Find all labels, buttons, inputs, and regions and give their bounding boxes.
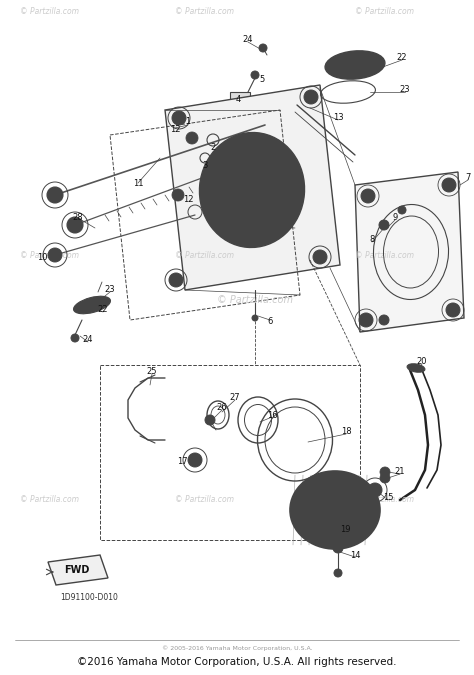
Text: 11: 11 xyxy=(133,178,143,188)
Ellipse shape xyxy=(73,296,110,314)
Circle shape xyxy=(359,313,373,327)
Polygon shape xyxy=(165,85,340,290)
Circle shape xyxy=(251,71,259,79)
Text: 12: 12 xyxy=(170,126,180,134)
Text: 18: 18 xyxy=(341,427,351,437)
Circle shape xyxy=(252,315,258,321)
Circle shape xyxy=(259,44,267,52)
Circle shape xyxy=(71,334,79,342)
Text: © Partzilla.com: © Partzilla.com xyxy=(355,7,414,16)
Circle shape xyxy=(67,217,83,233)
Circle shape xyxy=(172,189,184,201)
Text: 16: 16 xyxy=(267,410,277,419)
Text: 19: 19 xyxy=(340,526,350,535)
Circle shape xyxy=(186,132,198,144)
Text: © 2005-2016 Yamaha Motor Corporation, U.S.A.: © 2005-2016 Yamaha Motor Corporation, U.… xyxy=(162,645,312,651)
Text: © Partzilla.com: © Partzilla.com xyxy=(355,495,414,504)
Circle shape xyxy=(446,303,460,317)
Text: 25: 25 xyxy=(147,367,157,377)
Circle shape xyxy=(205,415,215,425)
Text: © Partzilla.com: © Partzilla.com xyxy=(20,250,79,259)
Text: © Partzilla.com: © Partzilla.com xyxy=(355,250,414,259)
Circle shape xyxy=(333,543,343,553)
Text: 23: 23 xyxy=(400,86,410,94)
Circle shape xyxy=(379,220,389,230)
Circle shape xyxy=(368,483,382,497)
Text: 27: 27 xyxy=(230,394,240,402)
Text: © Partzilla.com: © Partzilla.com xyxy=(217,295,293,305)
Text: 7: 7 xyxy=(465,173,471,182)
Text: ©2016 Yamaha Motor Corporation, U.S.A. All rights reserved.: ©2016 Yamaha Motor Corporation, U.S.A. A… xyxy=(77,657,397,667)
Circle shape xyxy=(380,473,390,483)
Text: 6: 6 xyxy=(267,317,273,327)
Polygon shape xyxy=(355,172,464,332)
Polygon shape xyxy=(48,555,108,585)
Circle shape xyxy=(188,453,202,467)
Text: 22: 22 xyxy=(98,306,108,315)
Ellipse shape xyxy=(325,51,385,79)
Text: 2: 2 xyxy=(210,144,216,153)
Circle shape xyxy=(304,90,318,104)
Text: 1: 1 xyxy=(185,117,191,126)
Ellipse shape xyxy=(407,364,425,372)
Circle shape xyxy=(380,467,390,477)
Text: 24: 24 xyxy=(83,335,93,344)
Circle shape xyxy=(47,187,63,203)
Circle shape xyxy=(169,273,183,287)
Text: 17: 17 xyxy=(177,458,187,466)
Text: 1D91100-D010: 1D91100-D010 xyxy=(60,593,118,603)
Text: 5: 5 xyxy=(259,76,264,84)
Text: 13: 13 xyxy=(333,113,343,122)
Text: 21: 21 xyxy=(395,468,405,477)
Ellipse shape xyxy=(200,132,304,248)
Circle shape xyxy=(442,178,456,192)
Circle shape xyxy=(313,250,327,264)
Text: 20: 20 xyxy=(417,358,427,367)
Text: 10: 10 xyxy=(37,254,47,263)
Ellipse shape xyxy=(290,471,380,549)
Text: 14: 14 xyxy=(350,551,360,560)
Circle shape xyxy=(361,189,375,203)
Text: 22: 22 xyxy=(397,53,407,63)
Text: 15: 15 xyxy=(383,493,393,502)
Text: © Partzilla.com: © Partzilla.com xyxy=(20,495,79,504)
Circle shape xyxy=(398,206,406,214)
Text: 3: 3 xyxy=(202,161,208,169)
FancyBboxPatch shape xyxy=(230,92,250,122)
Text: © Partzilla.com: © Partzilla.com xyxy=(175,7,234,16)
Text: 12: 12 xyxy=(183,196,193,205)
Circle shape xyxy=(48,248,62,262)
Text: © Partzilla.com: © Partzilla.com xyxy=(175,495,234,504)
Text: 8: 8 xyxy=(369,236,374,244)
Text: © Partzilla.com: © Partzilla.com xyxy=(175,250,234,259)
Text: 24: 24 xyxy=(243,36,253,45)
Text: 26: 26 xyxy=(217,404,228,412)
Text: © Partzilla.com: © Partzilla.com xyxy=(20,7,79,16)
Circle shape xyxy=(334,569,342,577)
Text: FWD: FWD xyxy=(64,565,90,575)
Text: 9: 9 xyxy=(392,213,398,223)
Circle shape xyxy=(172,111,186,125)
Text: 28: 28 xyxy=(73,213,83,223)
Circle shape xyxy=(379,315,389,325)
Text: 23: 23 xyxy=(105,286,115,294)
Text: 4: 4 xyxy=(236,95,241,105)
Ellipse shape xyxy=(208,141,296,239)
